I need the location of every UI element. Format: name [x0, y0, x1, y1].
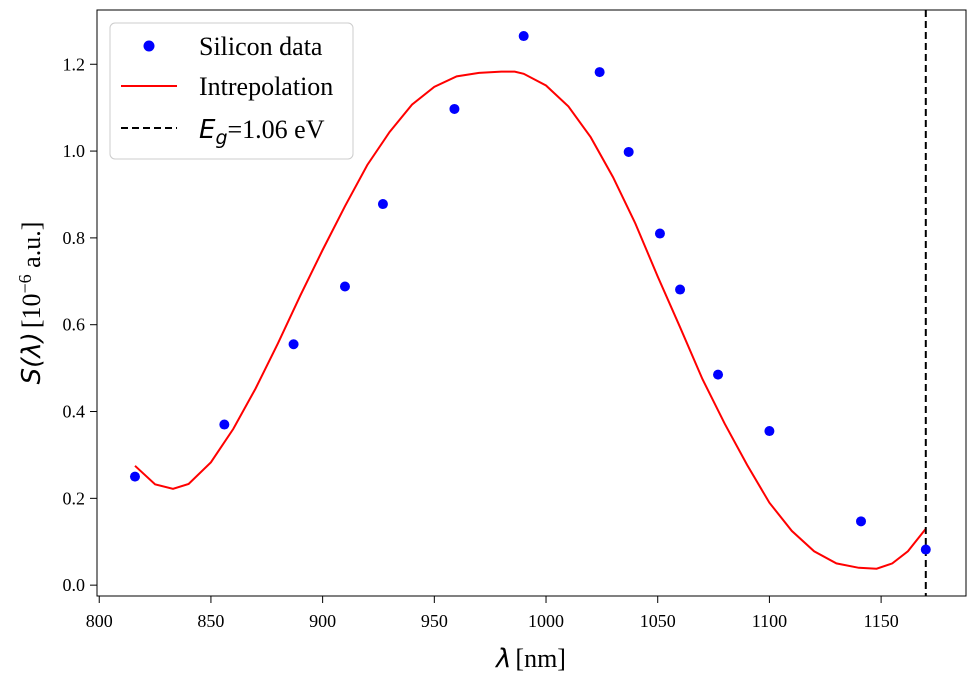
x-tick-label: 1100 — [752, 611, 787, 631]
data-point — [594, 67, 605, 78]
data-point — [449, 103, 460, 114]
y-tick-label: 0.4 — [63, 402, 86, 422]
data-point — [623, 146, 634, 157]
data-point — [377, 199, 388, 210]
legend-label-interpolation: Intrepolation — [199, 72, 333, 101]
legend: Silicon data Intrepolation Eg=1.06 eV — [109, 22, 354, 160]
y-tick-label: 1.2 — [63, 54, 86, 74]
x-axis-title: λ [nm] — [494, 644, 566, 674]
x-tick-label: 800 — [86, 611, 113, 631]
data-point — [288, 339, 299, 350]
x-tick-label: 900 — [309, 611, 336, 631]
legend-marker-silicon-data — [143, 40, 155, 52]
x-tick-label: 1150 — [863, 611, 898, 631]
x-tick-label: 850 — [197, 611, 224, 631]
interpolation-line — [134, 70, 927, 570]
y-tick-label: 0.8 — [63, 228, 86, 248]
data-point — [920, 544, 931, 555]
data-point — [129, 471, 140, 482]
data-point — [339, 281, 350, 292]
x-tick-label: 950 — [421, 611, 448, 631]
data-point — [675, 284, 686, 295]
legend-label-silicon-data: Silicon data — [199, 32, 323, 61]
y-tick-label: 0.2 — [63, 488, 86, 508]
y-tick-label: 1.0 — [63, 141, 86, 161]
y-tick-label: 0.0 — [63, 575, 86, 595]
data-point — [764, 426, 775, 437]
legend-label-band-gap: Eg=1.06 eV — [199, 115, 325, 149]
data-point — [518, 31, 529, 42]
y-axis-title: S(λ)[10−6 a.u.] — [15, 222, 47, 385]
y-tick-label: 0.6 — [63, 315, 86, 335]
data-point — [654, 228, 665, 239]
legend-box — [109, 22, 354, 160]
x-tick-label: 1000 — [528, 611, 564, 631]
x-tick-label: 1050 — [640, 611, 676, 631]
data-point — [713, 369, 724, 380]
axis-ticks: 800 850 900 950 1000 1050 1100 1150 0.0 0.2 0.4 0.6… — [63, 54, 899, 631]
data-point — [856, 516, 867, 527]
chart-marks — [129, 10, 931, 596]
data-point — [219, 419, 230, 430]
